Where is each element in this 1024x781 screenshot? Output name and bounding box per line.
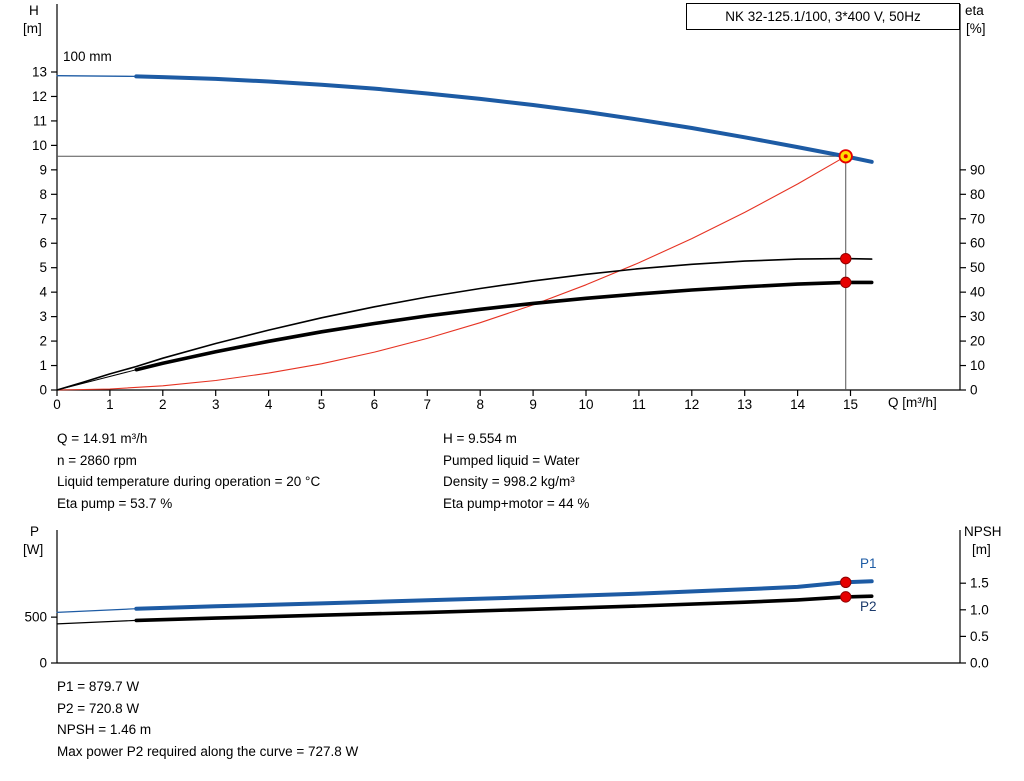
q-axis-tick-label: 15	[843, 397, 858, 412]
eta-axis-tick-label: 10	[970, 358, 985, 373]
npsh-axis-tick-label: 1.0	[970, 602, 989, 617]
info-line: H = 9.554 m	[443, 431, 517, 446]
info-line: n = 2860 rpm	[57, 452, 137, 468]
operating-data-left: Q = 14.91 m³/h n = 2860 rpm Liquid tempera…	[57, 428, 320, 514]
eta-axis-unit: [%]	[966, 21, 986, 36]
h-axis-tick-label: 12	[32, 89, 47, 104]
p-axis-symbol: P	[30, 524, 40, 539]
info-line: Eta pump+motor = 44 %	[443, 495, 590, 511]
eta-axis-tick-label: 90	[970, 162, 985, 177]
h-axis-tick-label: 9	[39, 162, 47, 177]
npsh-axis-tick-label: 0.5	[970, 629, 989, 644]
q-axis-tick-label: 7	[424, 397, 432, 412]
q-axis-tick-label: 14	[790, 397, 806, 412]
eta-point-marker	[840, 252, 852, 265]
info-line: Q = 14.91 m³/h	[57, 431, 148, 446]
q-axis-tick-label: 13	[737, 397, 752, 412]
h-axis-tick-label: 7	[39, 211, 47, 226]
q-axis-tick-label: 8	[476, 397, 484, 412]
h-axis-tick-label: 3	[39, 309, 47, 324]
info-line: P1 = 879.7 W	[57, 679, 140, 694]
p1-curve-label: P1	[860, 556, 877, 571]
system-curve	[56, 155, 847, 391]
info-line: P2 = 720.8 W	[57, 700, 140, 716]
eta-axis-tick-label: 40	[970, 285, 985, 300]
eta-axis-tick-label: 0	[970, 383, 978, 398]
power-point-marker	[840, 591, 852, 603]
q-axis-tick-label: 6	[371, 397, 379, 412]
h-axis-tick-label: 8	[39, 187, 47, 202]
eta-axis-symbol: eta	[965, 3, 984, 18]
npsh-axis-symbol: NPSH	[964, 524, 1002, 539]
q-axis-tick-label: 4	[265, 397, 273, 412]
q-axis-tick-label: 12	[684, 397, 699, 412]
impeller-size-label: 100 mm	[63, 49, 112, 64]
p1-curve	[134, 579, 874, 611]
operating-point-center	[843, 154, 848, 159]
eta-axis-tick-label: 50	[970, 260, 985, 275]
eta-axis-tick-label: 20	[970, 334, 985, 349]
q-axis-tick-label: 10	[578, 397, 593, 412]
npsh-axis-tick-label: 0.0	[970, 656, 989, 671]
h-axis-tick-label: 5	[39, 260, 47, 275]
q-axis-tick-label: 0	[53, 397, 61, 412]
q-axis-tick-label: 1	[106, 397, 114, 412]
eta-pump-motor-lead	[56, 369, 137, 391]
p2-curve	[134, 594, 874, 623]
eta-pump-curve	[56, 257, 873, 391]
eta-axis-tick-label: 70	[970, 211, 985, 226]
eta-point-marker	[840, 276, 852, 289]
p2-lead	[56, 619, 137, 625]
eta-axis-tick-label: 60	[970, 236, 985, 251]
eta-pump-motor-curve	[134, 280, 874, 372]
p1-lead	[56, 608, 137, 614]
h-axis-tick-label: 10	[32, 138, 47, 153]
info-line: Liquid temperature during operation = 20…	[57, 474, 321, 489]
p-axis-unit: [W]	[23, 542, 44, 557]
q-axis-tick-label: 9	[529, 397, 537, 412]
h-axis-tick-label: 2	[39, 334, 47, 349]
h-axis-symbol: H	[29, 3, 39, 18]
info-line: Max power P2 required along the curve = …	[57, 743, 359, 759]
h-axis-tick-label: 11	[33, 113, 47, 128]
power-point-marker	[840, 576, 852, 589]
p-axis-tick-label: 500	[24, 610, 47, 625]
info-line: Density = 998.2 kg/m³	[443, 474, 575, 489]
h-axis-tick-label: 4	[39, 285, 47, 300]
operating-data-right: H = 9.554 m Pumped liquid = Water Density …	[443, 428, 589, 514]
q-axis-tick-label: 5	[318, 397, 326, 412]
info-line: Eta pump = 53.7 %	[57, 495, 173, 511]
p2-curve-label: P2	[860, 599, 877, 614]
pump-curve-100mm	[134, 74, 874, 164]
info-line: Pumped liquid = Water	[443, 452, 580, 468]
pump-curve-lead	[56, 75, 137, 78]
q-axis-tick-label: 2	[159, 397, 167, 412]
npsh-axis-tick-label: 1.5	[970, 576, 989, 591]
h-axis-tick-label: 13	[32, 65, 47, 80]
eta-axis-tick-label: 80	[970, 187, 985, 202]
p-axis-tick-label: 0	[39, 656, 47, 671]
h-axis-tick-label: 0	[39, 383, 47, 398]
pump-model-title: NK 32-125.1/100, 3*400 V, 50Hz	[686, 3, 960, 30]
power-npsh-chart: 0 500 0.0 0.5 1.0 1.5	[24, 530, 989, 671]
power-data: P1 = 879.7 W P2 = 720.8 W NPSH = 1.46 m Max…	[57, 676, 358, 762]
h-axis-tick-label: 1	[39, 358, 47, 373]
npsh-axis-unit: [m]	[972, 542, 991, 557]
q-axis-tick-label: 3	[212, 397, 220, 412]
h-axis-unit: [m]	[23, 21, 42, 36]
q-axis-tick-label: 11	[632, 397, 646, 412]
h-axis-tick-label: 6	[39, 236, 47, 251]
info-line: NPSH = 1.46 m	[57, 722, 152, 737]
eta-axis-tick-label: 30	[970, 309, 985, 324]
q-axis-label: Q [m³/h]	[888, 395, 937, 410]
